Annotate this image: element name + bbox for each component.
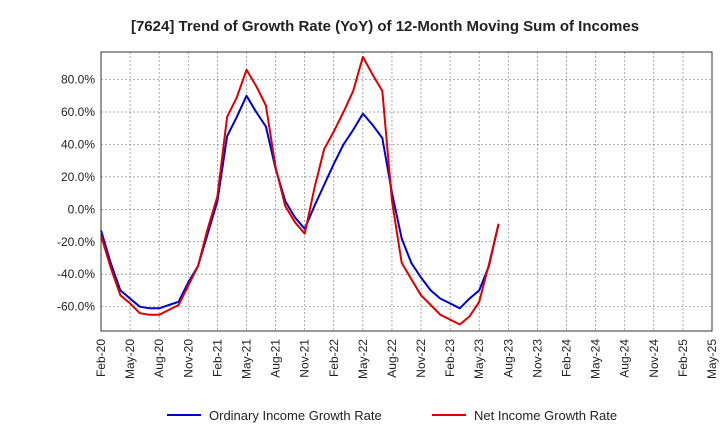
x-tick-label: Feb-20 <box>94 339 108 377</box>
x-tick-label: Aug-23 <box>501 339 515 378</box>
x-tick-label: Nov-23 <box>530 339 544 378</box>
y-tick-label: 60.0% <box>61 105 95 119</box>
plot-frame <box>100 51 713 332</box>
x-tick-label: May-25 <box>705 339 719 379</box>
x-tick-label: Feb-24 <box>560 339 574 377</box>
x-tick-label: May-22 <box>356 339 370 379</box>
y-tick-label: 40.0% <box>61 137 95 151</box>
legend-label-2: Net Income Growth Rate <box>474 408 617 423</box>
series-layer <box>100 55 500 326</box>
x-tick-label: Nov-24 <box>647 339 661 378</box>
legend-label-1: Ordinary Income Growth Rate <box>209 408 382 423</box>
chart-title: [7624] Trend of Growth Rate (YoY) of 12-… <box>131 18 639 35</box>
legend: Ordinary Income Growth Rate Net Income Gr… <box>167 408 617 423</box>
series-line-1 <box>100 94 500 310</box>
x-tick-label: Aug-24 <box>618 339 632 378</box>
x-tick-label: May-23 <box>472 339 486 379</box>
y-axis: -60.0% -40.0% -20.0% 0.0% 20.0% 40.0% 60.0% 80.… <box>57 73 95 314</box>
x-tick-label: May-21 <box>239 339 253 379</box>
x-tick-label: Aug-20 <box>152 339 166 378</box>
y-tick-label: 80.0% <box>61 73 95 87</box>
x-tick-label: Aug-21 <box>269 339 283 378</box>
x-tick-label: Nov-22 <box>414 339 428 378</box>
x-axis: Feb-20 May-20 Aug-20 Nov-20 Feb-21 May-21 Aug-… <box>94 339 719 379</box>
y-tick-label: 20.0% <box>61 170 95 184</box>
x-tick-label: Feb-21 <box>210 339 224 377</box>
x-tick-label: May-20 <box>123 339 137 379</box>
y-tick-label: -60.0% <box>57 300 95 314</box>
grid <box>100 52 713 331</box>
series-line-2 <box>100 55 500 326</box>
x-tick-label: Aug-22 <box>385 339 399 378</box>
x-tick-label: Feb-25 <box>676 339 690 377</box>
y-tick-label: 0.0% <box>68 202 96 216</box>
x-tick-label: May-24 <box>589 339 603 379</box>
x-tick-label: Feb-22 <box>327 339 341 377</box>
y-tick-label: -40.0% <box>57 267 95 281</box>
x-tick-label: Feb-23 <box>443 339 457 377</box>
y-tick-label: -20.0% <box>57 235 95 249</box>
x-tick-label: Nov-21 <box>298 339 312 378</box>
x-tick-label: Nov-20 <box>181 339 195 378</box>
